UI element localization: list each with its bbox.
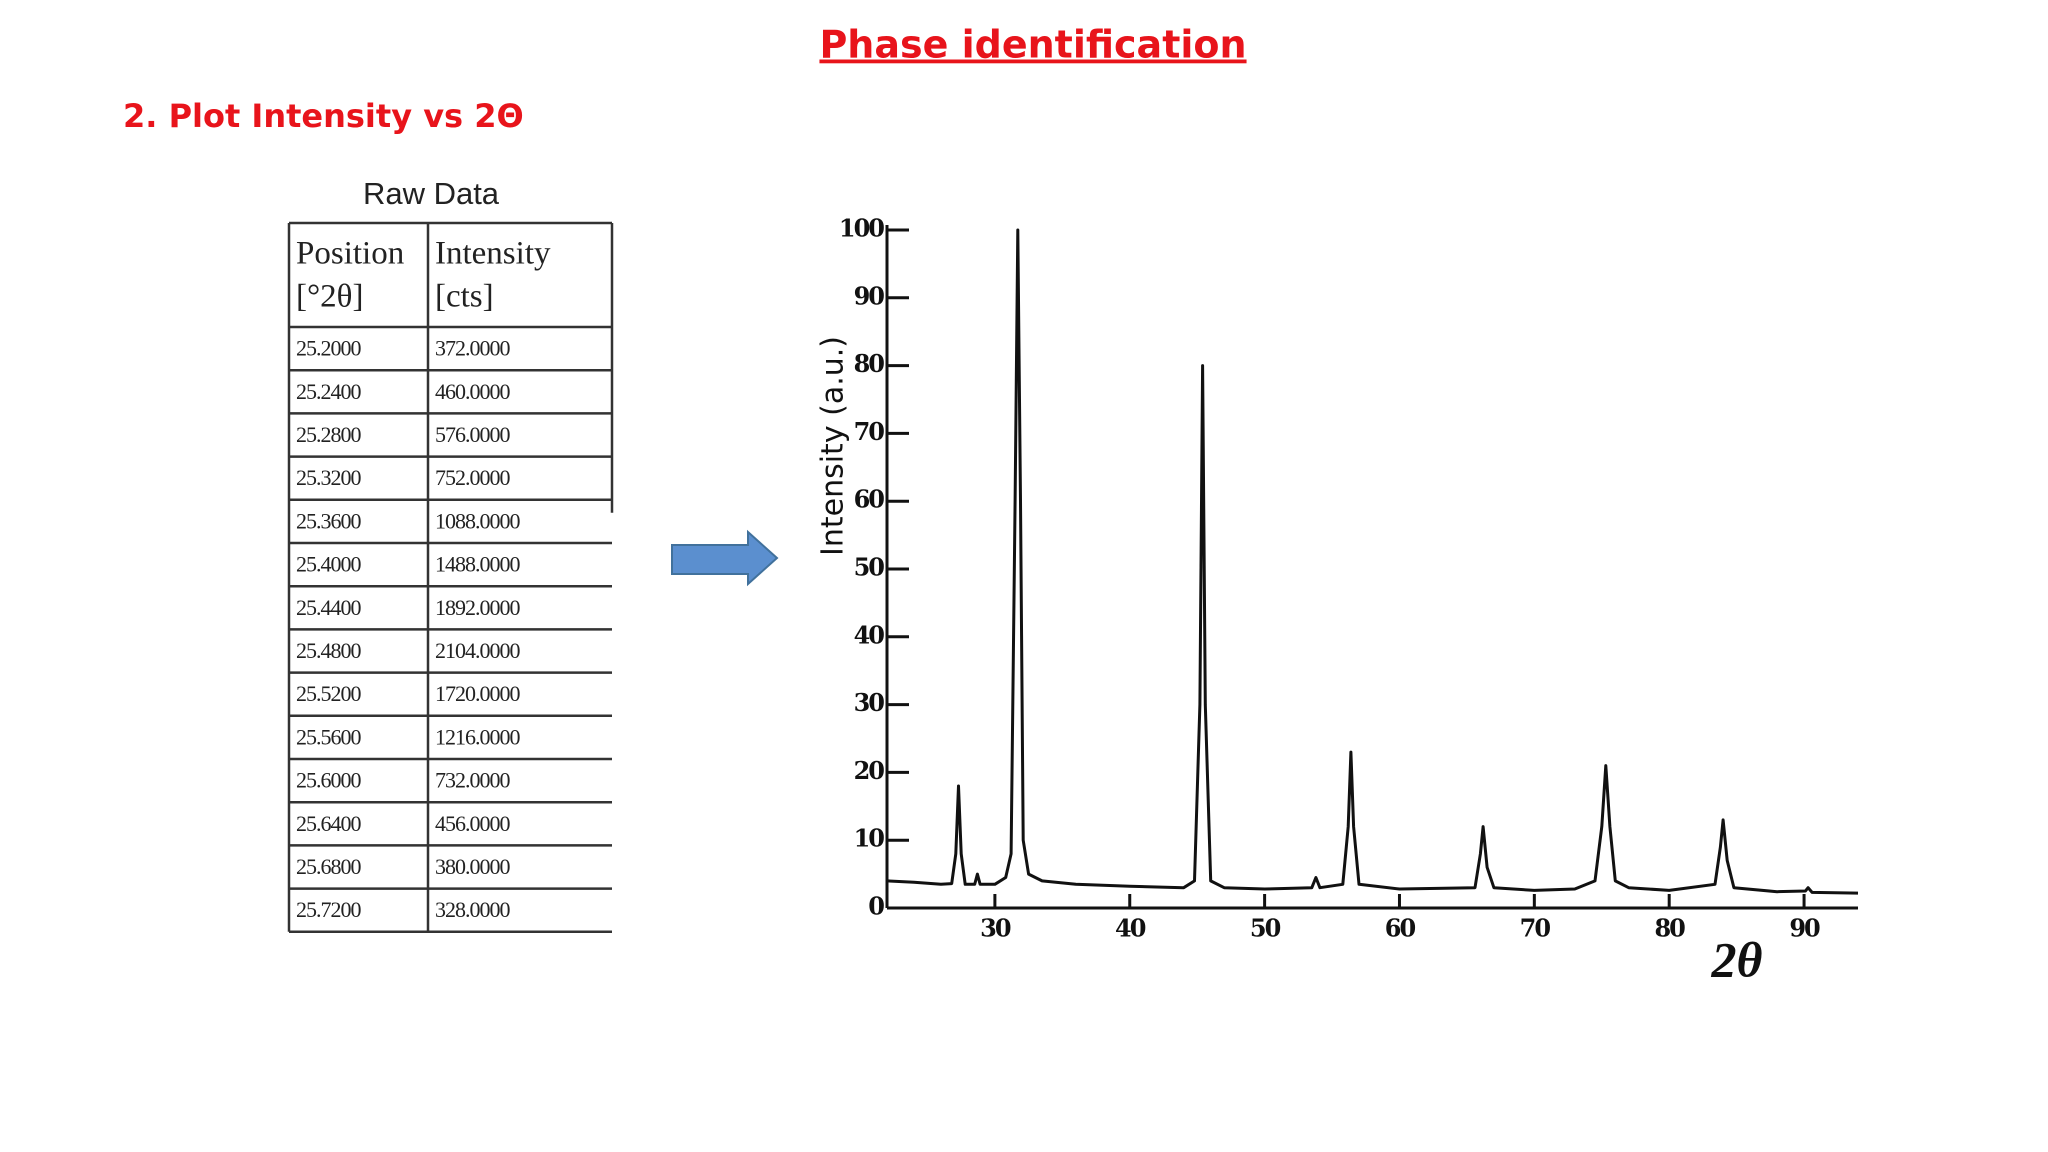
table-header: [°2θ] [296,279,363,315]
y-tick-label: 90 [854,281,885,310]
table-cell: 460.0000 [435,379,511,404]
table-cell: 1216.0000 [435,724,521,749]
y-tick-label: 0 [868,892,884,921]
x-tick-label: 50 [1250,914,1281,943]
table-cell: 25.6400 [296,811,362,836]
table-header: [cts] [435,279,494,315]
table-cell: 752.0000 [435,465,511,490]
x-tick-label: 90 [1789,914,1820,943]
table-cell: 1088.0000 [435,508,521,533]
table-cell: 25.3200 [296,465,362,490]
table-cell: 25.6800 [296,854,362,879]
y-axis-label: Intensity (a.u.) [816,336,851,556]
table-cell: 732.0000 [435,768,511,793]
y-tick-label: 100 [839,214,884,243]
y-tick-label: 50 [854,553,885,582]
table-cell: 1488.0000 [435,552,521,577]
table-cell: 2104.0000 [435,638,521,663]
table-cell: 25.6000 [296,768,362,793]
table-cell: 1720.0000 [435,681,521,706]
y-tick-label: 70 [854,417,885,446]
x-tick-label: 40 [1115,914,1146,943]
arrow [671,529,779,587]
y-tick-label: 60 [854,485,885,514]
table-header: Intensity [435,236,551,272]
x-axis-label: 2θ [1711,931,1763,987]
y-tick-label: 40 [854,620,885,649]
table-cell: 25.2400 [296,379,362,404]
x-tick-label: 80 [1654,914,1685,943]
x-tick-label: 30 [980,914,1011,943]
table: Position [°2θ] Intensity [cts] 25.2000 372.00… [287,221,614,934]
x-tick-label: 70 [1520,914,1551,943]
table-cell: 456.0000 [435,811,511,836]
xrd-line [886,228,1859,895]
table-cell: 25.7200 [296,897,362,922]
table-cell: 25.5600 [296,724,362,749]
table-cell: 25.4400 [296,595,362,620]
table-cell: 25.4000 [296,552,362,577]
table-cell: 25.3600 [296,508,362,533]
table-cell: 25.2000 [296,336,362,361]
x-tick-label: 60 [1385,914,1416,943]
title: Phase identification [819,23,1246,67]
table-header: Position [296,236,404,272]
table-caption: Raw Data [363,176,500,211]
table-cell: 328.0000 [435,897,511,922]
y-tick-label: 20 [854,756,885,785]
table-cell: 380.0000 [435,854,511,879]
y-tick-label: 30 [854,688,885,717]
table-cell: 372.0000 [435,336,511,361]
table-cell: 25.2800 [296,422,362,447]
table-cell: 25.5200 [296,681,362,706]
y-tick-label: 10 [854,824,885,853]
table-cell: 576.0000 [435,422,511,447]
subtitle: 2. Plot Intensity vs 2Θ [123,97,524,135]
table-cell: 25.4800 [296,638,362,663]
table-cell: 1892.0000 [435,595,521,620]
y-tick-label: 80 [854,349,885,378]
